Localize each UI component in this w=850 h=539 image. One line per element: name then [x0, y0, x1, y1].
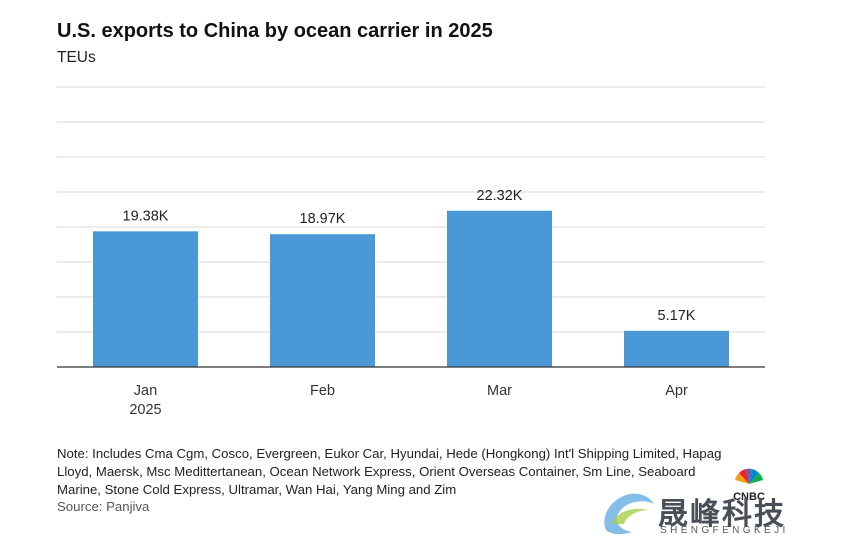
bar — [93, 231, 198, 367]
data-label: 18.97K — [300, 211, 346, 227]
data-label: 19.38K — [123, 208, 169, 224]
cnbc-logo: CNBC — [733, 468, 765, 502]
chart-title: U.S. exports to China by ocean carrier i… — [57, 20, 493, 42]
chart-subtitle: TEUs — [57, 49, 96, 66]
chart-note: Note: Includes Cma Cgm, Cosco, Evergreen… — [57, 446, 722, 497]
bar — [624, 330, 729, 367]
x-tick-label: Apr — [665, 383, 688, 399]
watermark-subtext: SHENGFENGKEJI — [660, 525, 789, 536]
watermark-swirl-icon — [604, 493, 654, 535]
data-label: 5.17K — [658, 308, 696, 324]
x-tick-label: Mar — [487, 383, 512, 399]
watermark-text: 晟峰科技 — [658, 497, 786, 532]
x-tick-label: Jan — [134, 383, 157, 399]
bar-chart: 19.38K Jan 2025 18.97K Feb 22.32K Mar 5.17K Apr — [57, 86, 765, 418]
x-tick-label: 2025 — [129, 402, 161, 418]
chart-source: Source: Panjiva — [57, 499, 150, 514]
cnbc-logo-text: CNBC — [733, 491, 765, 502]
bar — [447, 210, 552, 367]
data-label: 22.32K — [477, 188, 523, 204]
bar — [270, 234, 375, 367]
x-tick-label: Feb — [310, 383, 335, 399]
